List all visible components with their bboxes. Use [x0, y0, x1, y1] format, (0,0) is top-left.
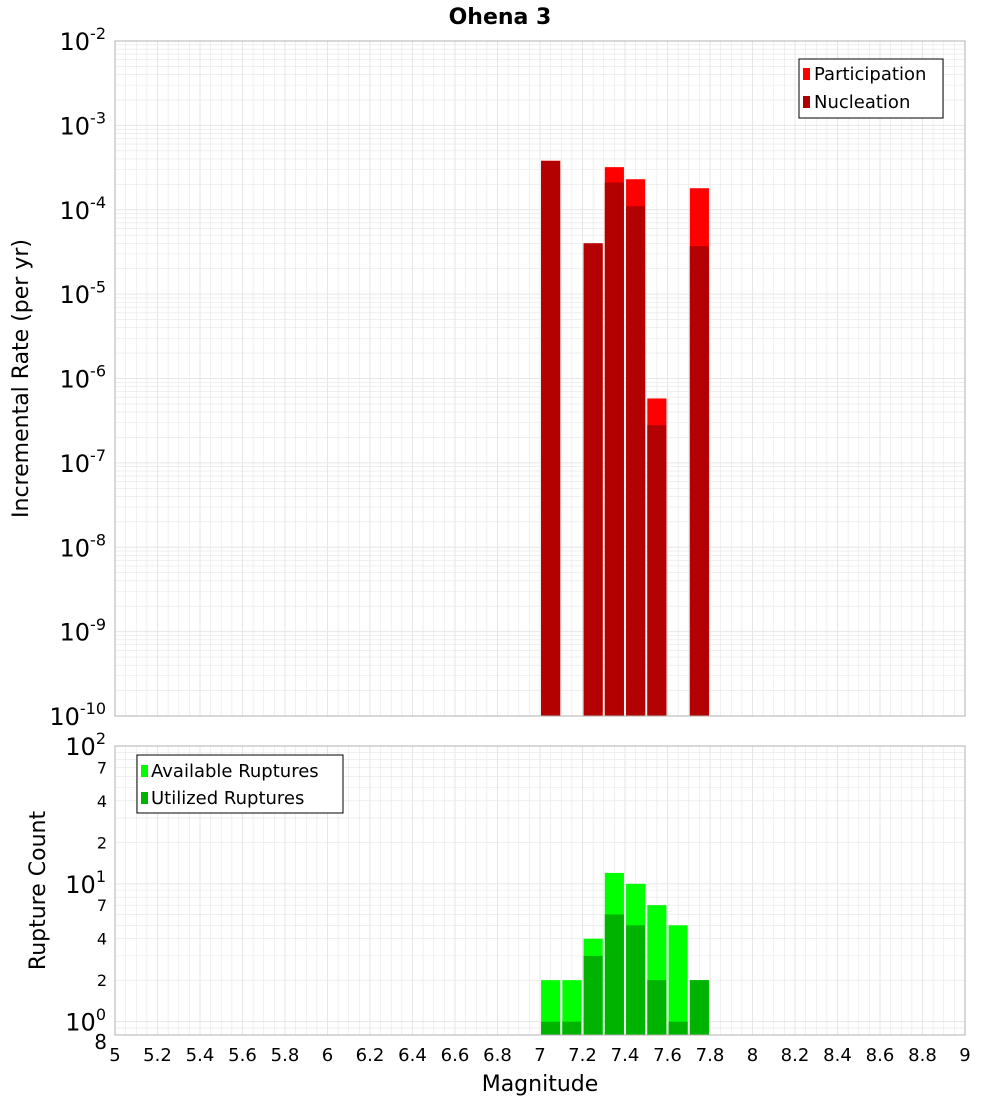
- y-tick-label: 10-2: [60, 24, 107, 56]
- legend-label: Participation: [814, 64, 926, 85]
- legend-swatch: [803, 96, 810, 108]
- y-tick-label-minor: 7: [97, 896, 107, 915]
- x-tick-label: 5.2: [143, 1045, 172, 1066]
- x-axis-title: Magnitude: [482, 1072, 599, 1097]
- x-tick-label: 7.8: [696, 1045, 725, 1066]
- x-tick-label: 5: [109, 1045, 120, 1066]
- x-tick-label: 6.2: [356, 1045, 385, 1066]
- y-tick-label: 10-7: [60, 446, 107, 478]
- utilized-ruptures-bar: [690, 980, 709, 1035]
- y-tick-label: 10-9: [60, 615, 107, 647]
- x-tick-label: 7.6: [653, 1045, 682, 1066]
- legend-swatch: [803, 68, 810, 80]
- legend-label: Available Ruptures: [151, 761, 319, 782]
- y-tick-label: 10-8: [60, 530, 107, 562]
- x-tick-label: 7: [534, 1045, 545, 1066]
- x-tick-label: 9: [959, 1045, 970, 1066]
- chart-title: Ohena 3: [449, 5, 552, 30]
- nucleation-bar: [541, 161, 560, 716]
- y-tick-label-minor: 4: [97, 930, 107, 949]
- x-tick-label: 6.4: [398, 1045, 427, 1066]
- rate-panel: 10-10 10-9 10-8 10-7 10-6 10-5 10-4 10-3 10-2 Inc…: [9, 24, 965, 731]
- x-tick-label: 5.6: [228, 1045, 257, 1066]
- x-tick-label: 6.6: [441, 1045, 470, 1066]
- x-tick-label: 8.2: [781, 1045, 810, 1066]
- legend-swatch: [141, 792, 148, 804]
- x-tick-label: 8.8: [908, 1045, 937, 1066]
- nucleation-bar: [690, 246, 709, 716]
- x-tick-label: 6: [322, 1045, 333, 1066]
- x-tick-label: 6.8: [483, 1045, 512, 1066]
- y-tick-label-minor: 7: [97, 758, 107, 777]
- y-tick-label-minor: 4: [97, 792, 107, 811]
- utilized-ruptures-bar: [669, 1022, 688, 1035]
- x-tick-label: 7.2: [568, 1045, 597, 1066]
- legend-swatch: [141, 765, 148, 777]
- x-tick-label: 8.6: [866, 1045, 895, 1066]
- y-tick-label: 10-6: [60, 362, 107, 394]
- y-axis-title: Rupture Count: [26, 811, 51, 971]
- y-axis-title: Incremental Rate (per yr): [9, 239, 34, 518]
- legend-label: Utilized Ruptures: [151, 788, 304, 809]
- utilized-ruptures-bar: [647, 980, 666, 1035]
- y-tick-label-major: 101: [65, 867, 106, 899]
- y-tick-label-minor: 2: [97, 833, 107, 852]
- nucleation-bar: [647, 425, 666, 716]
- x-tick-label: 5.8: [271, 1045, 300, 1066]
- x-tick-label: 8.4: [823, 1045, 852, 1066]
- y-tick-label: 10-4: [60, 193, 107, 225]
- nucleation-bar: [626, 206, 645, 716]
- y-tick-label: 10-10: [49, 699, 106, 731]
- utilized-ruptures-bar: [584, 956, 603, 1035]
- available-ruptures-bar: [669, 925, 688, 1035]
- utilized-ruptures-bar: [605, 914, 624, 1035]
- y-tick-label: 10-5: [60, 277, 107, 309]
- legend-label: Nucleation: [814, 92, 910, 113]
- nucleation-bar: [605, 183, 624, 716]
- utilized-ruptures-bar: [626, 925, 645, 1035]
- x-tick-label: 5.4: [186, 1045, 215, 1066]
- y-tick-label: 10-3: [60, 109, 107, 141]
- utilized-ruptures-bar: [541, 1022, 560, 1035]
- utilized-ruptures-bar: [562, 1022, 581, 1035]
- x-tick-label: 8: [747, 1045, 758, 1066]
- y-tick-label-minor: 8: [94, 1030, 107, 1054]
- y-tick-label-major: 102: [65, 729, 106, 761]
- nucleation-bar: [584, 243, 603, 716]
- y-tick-label-minor: 2: [97, 971, 107, 990]
- x-tick-label: 7.4: [611, 1045, 640, 1066]
